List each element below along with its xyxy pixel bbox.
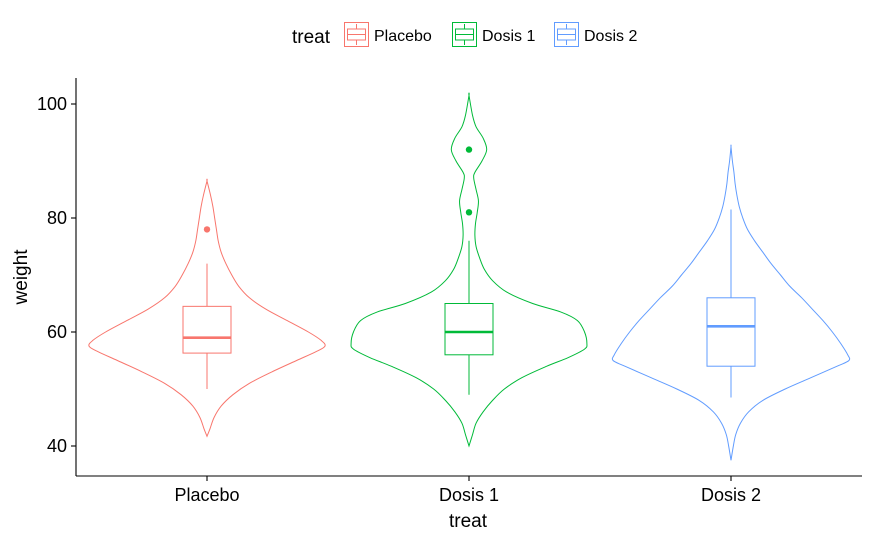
- violin-dosis-1: [350, 92, 588, 448]
- boxplot-dosis-2: [706, 209, 756, 398]
- legend-entry-placebo: Placebo: [344, 22, 432, 47]
- y-tick-label: 40: [47, 436, 67, 456]
- x-tick-label: Dosis 2: [701, 485, 761, 505]
- y-axis-title: weight: [11, 249, 32, 306]
- axes: 40 60 80 100 Placebo Dosis 1 Dosis 2: [37, 78, 862, 505]
- box-iqr: [706, 297, 756, 367]
- box-iqr: [444, 303, 494, 356]
- boxplots: [182, 146, 756, 398]
- violins: [88, 92, 851, 461]
- violin-placebo: [88, 178, 326, 438]
- y-tick-label: 60: [47, 322, 67, 342]
- boxplot-dosis-1: [444, 146, 494, 395]
- boxplot-placebo: [182, 226, 232, 389]
- legend-label: Placebo: [374, 28, 432, 45]
- legend-key-icon: [452, 22, 477, 47]
- violin-dosis-2: [611, 144, 851, 461]
- y-tick-label: 80: [47, 208, 67, 228]
- outlier-point: [465, 209, 473, 216]
- legend-label: Dosis 2: [584, 28, 637, 45]
- x-tick-label: Placebo: [174, 485, 239, 505]
- legend-entry-dosis-2: Dosis 2: [554, 22, 637, 47]
- y-tick-label: 100: [37, 94, 67, 114]
- x-tick-label: Dosis 1: [439, 485, 499, 505]
- outlier-point: [203, 226, 211, 233]
- outlier-point: [465, 146, 473, 153]
- legend-title: treat: [292, 27, 331, 48]
- legend-label: Dosis 1: [482, 28, 535, 45]
- legend: treat Placebo Dosis 1 Dosis 2: [292, 22, 637, 48]
- box-iqr: [182, 305, 232, 354]
- legend-key-icon: [554, 22, 579, 47]
- legend-entry-dosis-1: Dosis 1: [452, 22, 535, 47]
- x-axis-title: treat: [449, 511, 488, 532]
- legend-key-icon: [344, 22, 369, 47]
